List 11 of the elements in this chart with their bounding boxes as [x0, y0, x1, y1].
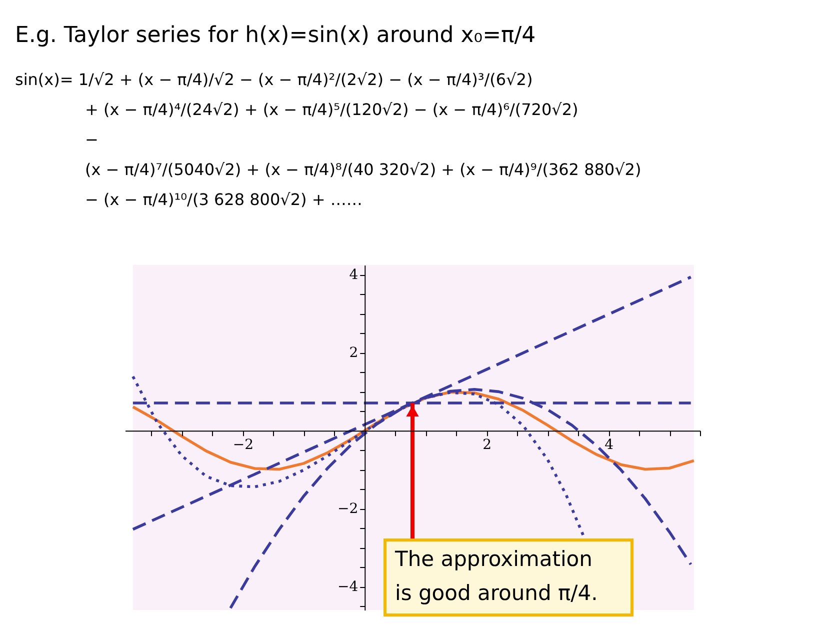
x-tick-label: −2 [232, 437, 254, 454]
x-tick-label: 2 [482, 437, 492, 454]
annotation: The approximation is good around π/4. [394, 547, 598, 605]
y-tick-label: 2 [349, 345, 358, 362]
chart-title: E.g. Taylor series for h(x)=sin(x) around x₀=π/4 [15, 23, 536, 48]
text: (x − π/4)⁷/(5040√2) + (x − π/4)⁸/(40 320√2) + (x − π/4)⁹/(362 880√2) − (x − π/4)¹⁰/(3 628 800√2) + …… [85, 160, 642, 209]
text: sin(x)= 1/√2 + (x − π/4)/√2 − (x − π/4)²/(2√2) − (x − π/4)³/(6√2) + (x − π/4)⁴/(24√2) + (x − π/4)⁵/(120√2) − (x − π/4)⁶/(720√2) − [15, 70, 578, 149]
x-tick-label: 4 [604, 437, 614, 454]
y-tick-label: 4 [349, 267, 358, 284]
y-tick-label: −4 [337, 579, 358, 596]
y-tick-label: −2 [337, 501, 358, 518]
